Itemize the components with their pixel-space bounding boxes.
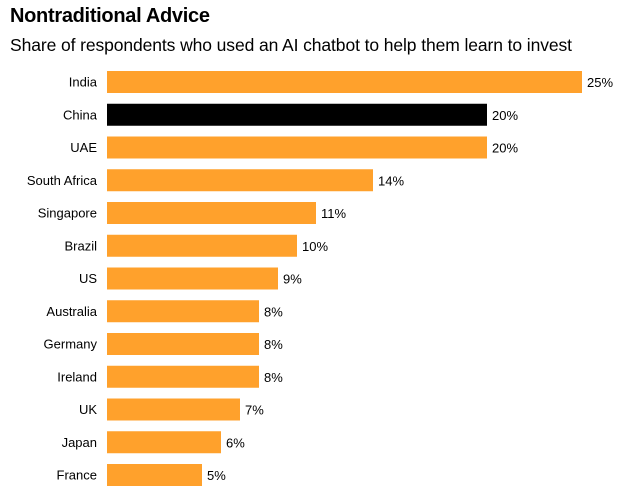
category-label-us: US: [79, 271, 97, 286]
category-label-germany: Germany: [44, 337, 98, 352]
category-label-singapore: Singapore: [38, 206, 97, 221]
value-label-uae: 20%: [492, 141, 518, 156]
bar-ireland: [107, 365, 259, 388]
labels-group: India 25% China 20% UAE 20% South Africa 14% Sin…: [27, 75, 614, 484]
value-label-germany: 8%: [264, 337, 283, 352]
value-label-australia: 8%: [264, 304, 283, 319]
value-label-ireland: 8%: [264, 370, 283, 385]
category-label-australia: Australia: [46, 304, 97, 319]
bar-australia: [107, 300, 259, 323]
chart-subtitle: Share of respondents who used an AI chat…: [10, 35, 572, 55]
bar-china: [107, 103, 487, 126]
value-label-us: 9%: [283, 272, 302, 287]
value-label-uk: 7%: [245, 403, 264, 418]
bar-us: [107, 267, 278, 290]
bar-france: [107, 464, 202, 486]
category-label-france: France: [57, 468, 97, 483]
bar-india: [107, 71, 582, 93]
category-label-china: China: [63, 107, 98, 122]
bar-germany: [107, 333, 259, 355]
bar-brazil: [107, 234, 297, 257]
category-label-brazil: Brazil: [64, 238, 97, 253]
value-label-france: 5%: [207, 468, 226, 483]
value-label-india: 25%: [587, 75, 613, 90]
value-label-brazil: 10%: [302, 239, 328, 254]
category-label-japan: Japan: [62, 435, 97, 450]
value-label-japan: 6%: [226, 435, 245, 450]
chart-title: Nontraditional Advice: [10, 5, 210, 27]
category-label-uk: UK: [79, 402, 97, 417]
value-label-south-africa: 14%: [378, 173, 404, 188]
bar-japan: [107, 431, 221, 454]
value-label-singapore: 11%: [321, 206, 346, 221]
category-label-south-africa: South Africa: [27, 173, 98, 188]
category-label-ireland: Ireland: [57, 369, 97, 384]
bars-group: [107, 71, 582, 486]
category-label-india: India: [69, 75, 98, 90]
bar-south-africa: [107, 169, 373, 192]
value-label-china: 20%: [492, 108, 518, 123]
category-label-uae: UAE: [70, 140, 97, 155]
bar-uk: [107, 398, 240, 421]
bar-singapore: [107, 202, 316, 224]
bar-uae: [107, 136, 487, 159]
